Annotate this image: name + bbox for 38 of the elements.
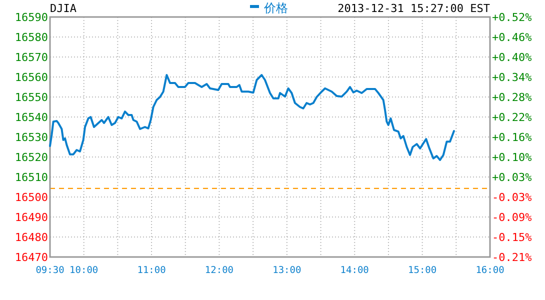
- x-tick-label: 09:30: [36, 265, 65, 276]
- x-tick-label: 10:00: [70, 265, 98, 276]
- y2-tick-label: +0.10%: [492, 151, 532, 164]
- y-tick-label: 16550: [14, 91, 48, 104]
- y-tick-label: 16480: [14, 231, 48, 244]
- y2-tick-label: -0.21%: [492, 251, 532, 264]
- y-tick-label: 16520: [14, 151, 48, 164]
- x-tick-label: 14:00: [340, 265, 370, 276]
- y-tick-label: 16590: [14, 11, 48, 24]
- y2-tick-label: -0.09%: [492, 210, 532, 224]
- y2-tick-label: -0.15%: [492, 230, 532, 244]
- chart-title: DJIA: [50, 2, 77, 15]
- y-tick-label: 16500: [14, 191, 48, 204]
- y2-tick-label: +0.34%: [492, 71, 532, 84]
- x-tick-label: 11:00: [137, 265, 166, 276]
- y-tick-label: 16560: [14, 71, 48, 84]
- y-tick-label: 16510: [14, 171, 48, 184]
- x-tick-label: 13:00: [272, 265, 302, 276]
- y-tick-label: 16530: [14, 131, 48, 144]
- y2-tick-label: +0.46%: [492, 31, 532, 44]
- y-tick-label: 16580: [14, 31, 48, 44]
- y2-tick-label: +0.03%: [492, 170, 532, 184]
- y2-tick-label: -0.03%: [492, 190, 532, 204]
- y2-tick-label: +0.52%: [492, 11, 532, 24]
- y-tick-label: 16540: [14, 111, 48, 124]
- x-tick-label: 12:00: [204, 265, 234, 276]
- chart-subtitle: 2013-12-31 15:27:00 EST: [338, 2, 490, 15]
- y2-tick-label: +0.40%: [492, 51, 532, 64]
- y2-tick-label: +0.22%: [492, 111, 532, 124]
- line-series: [49, 74, 455, 161]
- y2-tick-label: +0.16%: [492, 131, 532, 144]
- x-tick-label: 15:00: [408, 265, 437, 276]
- x-tick-label: 16:00: [476, 265, 505, 276]
- legend-label: 价格: [263, 1, 288, 15]
- y2-tick-label: +0.28%: [492, 91, 532, 104]
- y-tick-label: 16470: [14, 251, 48, 264]
- y-tick-label: 16490: [14, 211, 48, 224]
- y-tick-label: 16570: [14, 51, 48, 64]
